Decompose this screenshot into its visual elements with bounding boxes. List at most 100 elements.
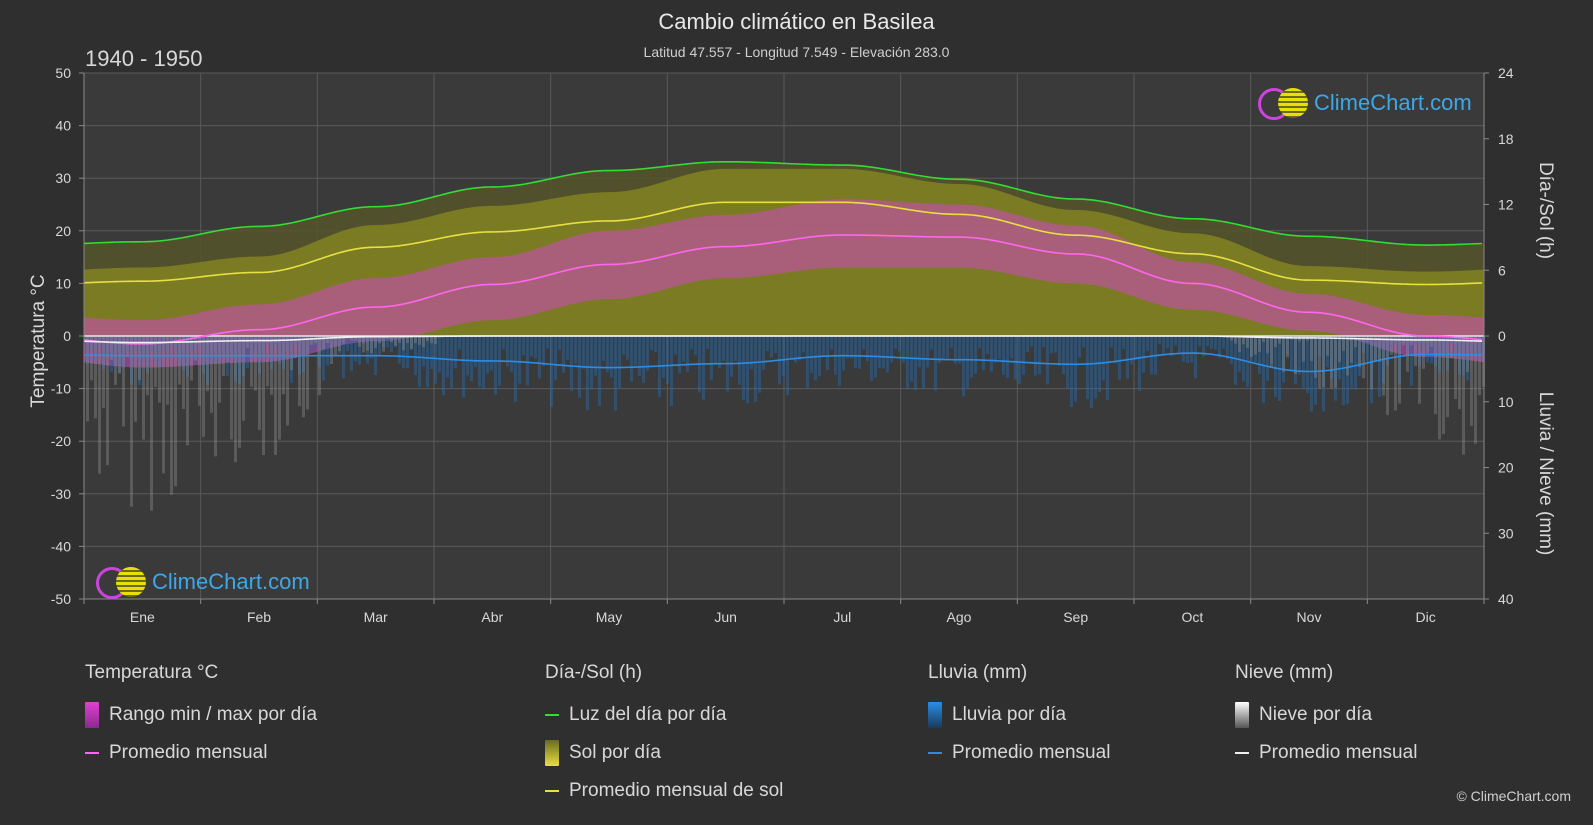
snow-day-bar bbox=[398, 336, 401, 343]
rain-day-bar bbox=[530, 336, 533, 357]
rain-day-bar bbox=[1310, 336, 1313, 412]
rain-day-bar bbox=[1078, 336, 1081, 358]
rain-day-bar bbox=[526, 336, 529, 386]
legend-head-snow: Nieve (mm) bbox=[1235, 662, 1334, 683]
rain-day-bar bbox=[174, 336, 177, 355]
snow-day-bar bbox=[1398, 336, 1401, 404]
x-tick-label: May bbox=[596, 609, 622, 625]
rain-day-bar bbox=[906, 336, 909, 390]
rain-day-bar bbox=[1442, 336, 1445, 356]
logo-top-right[interactable]: ClimeChart.com bbox=[1258, 86, 1472, 120]
rain-day-bar bbox=[138, 336, 141, 386]
rain-day-bar bbox=[954, 336, 957, 364]
legend-item-sun-avg: Promedio mensual de sol bbox=[545, 772, 783, 810]
snow-day-bar bbox=[90, 336, 93, 381]
rain-day-bar bbox=[1158, 336, 1161, 345]
rain-day-bar bbox=[786, 336, 789, 396]
x-tick-label: Nov bbox=[1297, 609, 1322, 625]
rain-day-bar bbox=[634, 336, 637, 366]
rain-day-bar bbox=[474, 336, 477, 368]
rain-day-bar bbox=[862, 336, 865, 350]
rain-day-bar bbox=[206, 336, 209, 386]
logo-text: ClimeChart.com bbox=[1314, 90, 1472, 115]
y-tick-label: 50 bbox=[55, 65, 71, 81]
snow-day-bar bbox=[338, 336, 341, 351]
snow-day-bar bbox=[126, 336, 129, 357]
rain-day-bar bbox=[1386, 336, 1389, 366]
snow-day-bar bbox=[1438, 336, 1441, 440]
mm-tick-label: 30 bbox=[1498, 525, 1514, 541]
rain-day-bar bbox=[1118, 336, 1121, 380]
rain-day-bar bbox=[326, 336, 329, 366]
snow-day-bar bbox=[1342, 336, 1345, 351]
rain-day-bar bbox=[214, 336, 217, 363]
rain-day-bar bbox=[510, 336, 513, 373]
snow-daily-swatch-icon bbox=[1235, 702, 1249, 728]
rain-day-bar bbox=[946, 336, 949, 359]
rain-day-bar bbox=[414, 336, 417, 375]
rain-day-bar bbox=[262, 336, 265, 356]
rain-day-bar bbox=[790, 336, 793, 360]
rain-day-bar bbox=[1314, 336, 1317, 405]
rain-day-bar bbox=[406, 336, 409, 369]
y-tick-label: 10 bbox=[55, 275, 71, 291]
rain-day-bar bbox=[1094, 336, 1097, 399]
rain-day-bar bbox=[1038, 336, 1041, 375]
snow-day-bar bbox=[1446, 336, 1449, 418]
snow-day-bar bbox=[1246, 336, 1249, 348]
logo-icon bbox=[96, 565, 148, 599]
rain-day-bar bbox=[814, 336, 817, 381]
y-axis-title-mm: Lluvia / Nieve (mm) bbox=[1535, 392, 1556, 556]
rain-day-bar bbox=[650, 336, 653, 351]
snow-day-bar bbox=[1274, 336, 1277, 348]
snow-day-bar bbox=[186, 336, 189, 446]
snow-day-bar bbox=[238, 336, 241, 448]
series-lines bbox=[83, 160, 1484, 373]
rain-day-bar bbox=[570, 336, 573, 392]
snow-day-bar bbox=[406, 336, 409, 343]
rain-day-bar bbox=[230, 336, 233, 356]
hours-tick-label: 18 bbox=[1498, 131, 1514, 147]
rain-day-bar bbox=[582, 336, 585, 369]
rain-day-bar bbox=[310, 336, 313, 352]
snow-day-bar bbox=[1450, 336, 1453, 359]
rain-day-bar bbox=[102, 336, 105, 369]
logo-bottom-left[interactable]: ClimeChart.com bbox=[96, 565, 310, 599]
rain-day-bar bbox=[918, 336, 921, 368]
logo-icon bbox=[1258, 86, 1310, 120]
rain-day-bar bbox=[1086, 336, 1089, 400]
rain-day-bar bbox=[1262, 336, 1265, 403]
snow-day-bar bbox=[178, 336, 181, 385]
rain-day-bar bbox=[1354, 336, 1357, 390]
rain-day-bar bbox=[330, 336, 333, 357]
y-axis-title-hours: Día-/Sol (h) bbox=[1535, 162, 1556, 259]
rain-day-bar bbox=[290, 336, 293, 383]
snow-day-bar bbox=[1322, 336, 1325, 388]
snow-day-bar bbox=[138, 336, 141, 381]
rain-day-bar bbox=[106, 336, 109, 356]
snow-day-bar bbox=[130, 336, 133, 507]
rain-day-bar bbox=[1030, 336, 1033, 347]
rain-day-bar bbox=[1302, 336, 1305, 389]
rain-day-bar bbox=[838, 336, 841, 386]
rain-day-bar bbox=[1254, 336, 1257, 363]
rain-day-bar bbox=[722, 336, 725, 362]
rain-day-bar bbox=[522, 336, 525, 356]
snow-day-bar bbox=[198, 336, 201, 406]
snow-day-bar bbox=[282, 336, 285, 395]
rain-day-bar bbox=[1318, 336, 1321, 357]
snow-day-bar bbox=[250, 336, 253, 387]
snow-day-bar bbox=[394, 336, 397, 347]
snow-day-bar bbox=[1402, 336, 1405, 346]
rain-day-bar bbox=[1390, 336, 1393, 350]
rain-day-bar bbox=[826, 336, 829, 370]
rain-day-bar bbox=[886, 336, 889, 373]
rain-day-bar bbox=[734, 336, 737, 361]
x-tick-label: Ago bbox=[947, 609, 972, 625]
daylight-line bbox=[83, 160, 1483, 246]
rain-avg-line-icon bbox=[928, 752, 942, 754]
snow-day-bar bbox=[1234, 336, 1237, 344]
snow-day-bar bbox=[254, 336, 257, 391]
snow-day-bar bbox=[94, 336, 97, 419]
rain-day-bar bbox=[566, 336, 569, 360]
